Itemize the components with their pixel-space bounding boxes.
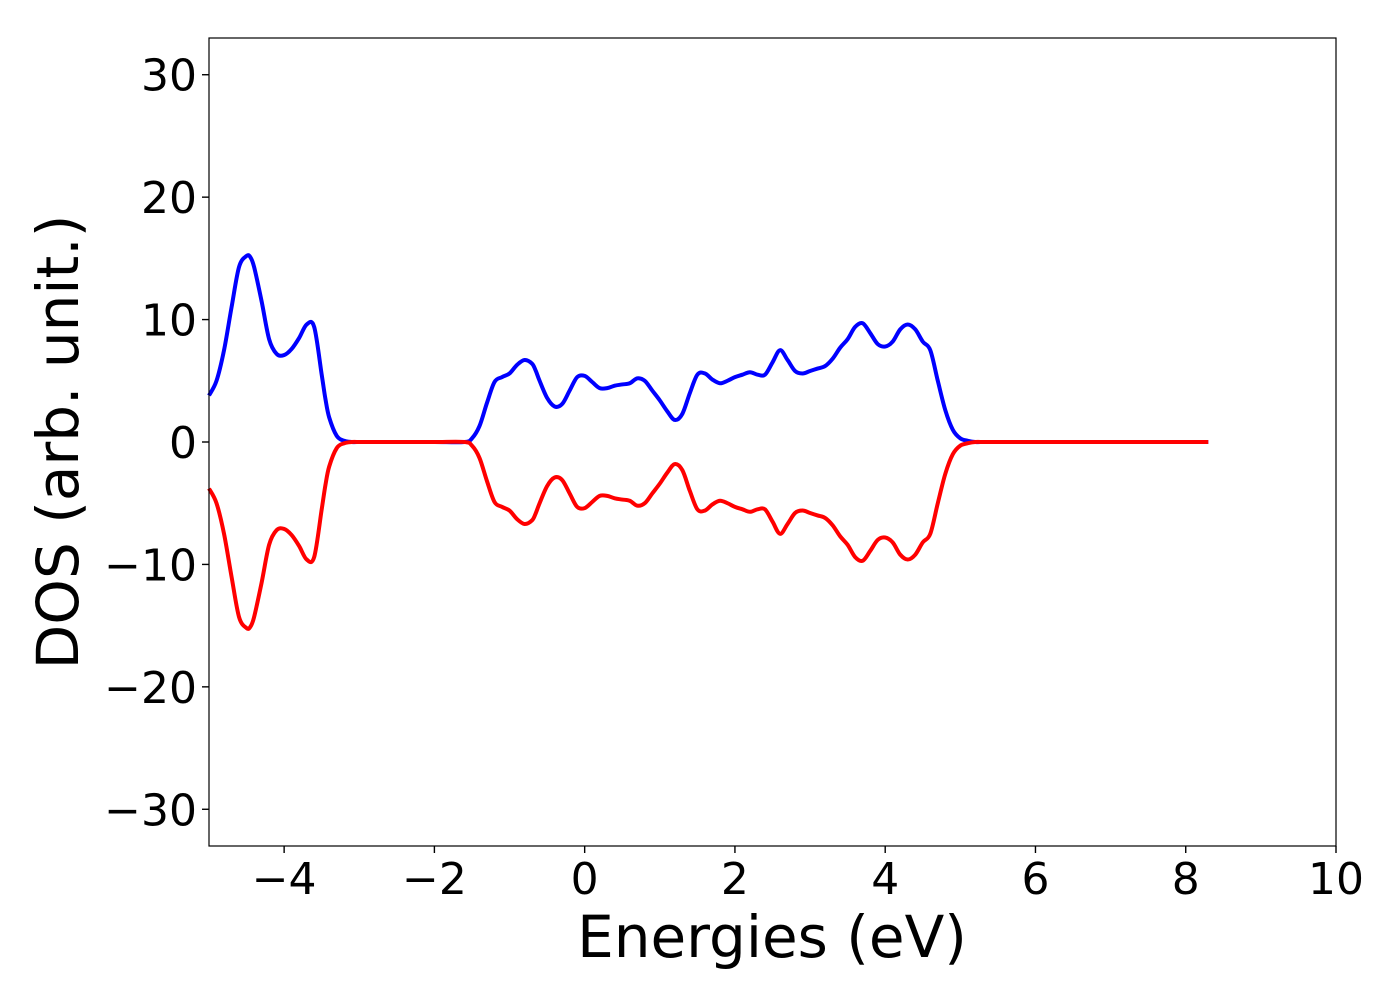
x-tick-label: 2: [721, 854, 749, 905]
x-tick-label: −2: [402, 854, 467, 905]
series-group: [207, 253, 1209, 631]
y-tick-label: −30: [104, 785, 197, 836]
y-tick-label: 30: [141, 51, 197, 102]
x-axis-label: Energies (eV): [577, 903, 967, 971]
x-tick-label: 6: [1021, 854, 1049, 905]
spin-down-line: [207, 439, 1209, 631]
y-tick-label: −20: [104, 663, 197, 714]
x-tick-label: 10: [1308, 854, 1364, 905]
x-tick-label: 0: [571, 854, 599, 905]
y-axis-label: DOS (arb. unit.): [24, 215, 92, 670]
spin-up-line: [207, 253, 1209, 445]
plot-frame: [208, 37, 1337, 847]
y-tick-label: 10: [141, 296, 197, 347]
y-tick-label: −10: [104, 540, 197, 591]
x-tick-label: −4: [252, 854, 317, 905]
y-tick-label: 0: [169, 418, 197, 469]
x-tick-label: 4: [871, 854, 899, 905]
x-tick-label: 8: [1172, 854, 1200, 905]
y-tick-label: 20: [141, 173, 197, 224]
